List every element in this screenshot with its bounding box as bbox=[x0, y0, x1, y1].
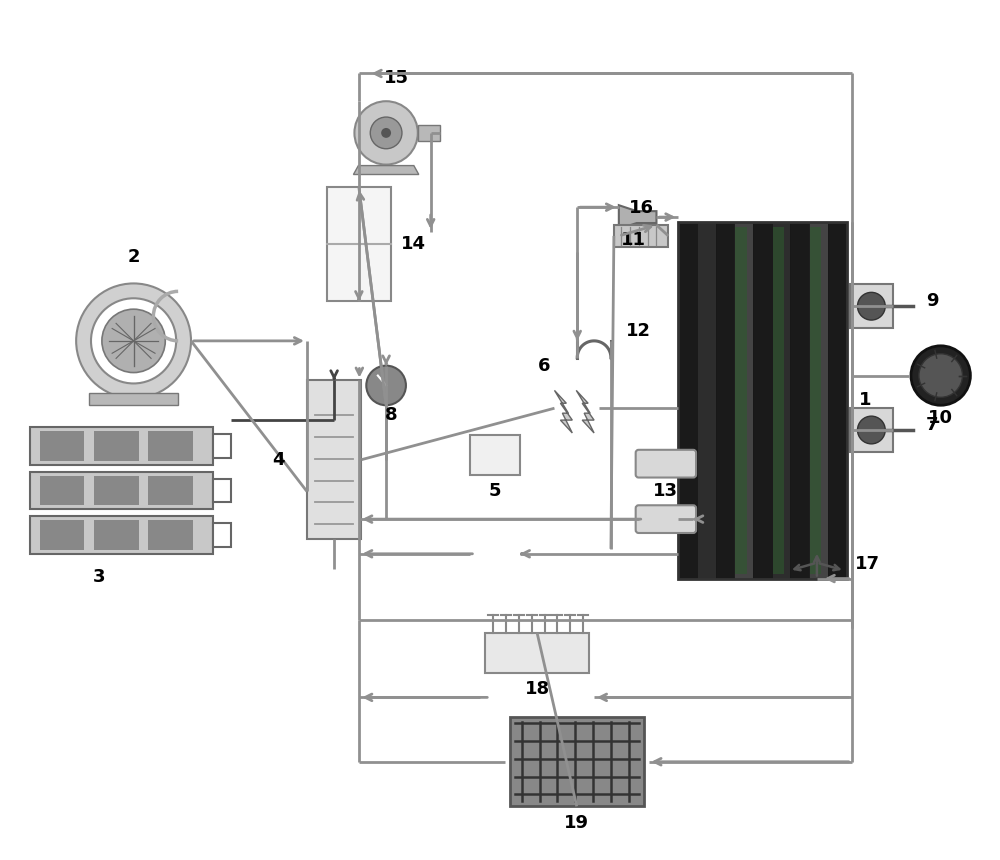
Bar bbox=[307, 380, 361, 539]
Text: 18: 18 bbox=[525, 680, 550, 698]
Text: 19: 19 bbox=[564, 814, 589, 832]
Circle shape bbox=[370, 117, 402, 149]
Text: 17: 17 bbox=[855, 555, 880, 573]
Circle shape bbox=[911, 346, 970, 405]
Bar bbox=[30, 471, 213, 509]
Bar bbox=[30, 427, 213, 464]
Circle shape bbox=[858, 416, 885, 444]
FancyBboxPatch shape bbox=[636, 450, 696, 477]
Text: 9: 9 bbox=[926, 292, 938, 310]
Bar bbox=[30, 516, 213, 554]
Bar bbox=[418, 125, 440, 141]
Text: 1: 1 bbox=[858, 391, 871, 409]
Polygon shape bbox=[353, 166, 419, 175]
Bar bbox=[327, 187, 391, 301]
Bar bbox=[213, 523, 231, 547]
Bar bbox=[734, 222, 753, 579]
Circle shape bbox=[354, 101, 418, 164]
Bar bbox=[148, 431, 193, 461]
Bar bbox=[470, 435, 520, 475]
Wedge shape bbox=[76, 284, 191, 398]
Bar bbox=[697, 222, 716, 579]
Polygon shape bbox=[619, 206, 656, 229]
Bar bbox=[148, 476, 193, 506]
Text: 4: 4 bbox=[272, 451, 285, 469]
Text: 8: 8 bbox=[385, 406, 397, 424]
Polygon shape bbox=[554, 390, 572, 433]
Bar bbox=[772, 222, 790, 579]
Text: 2: 2 bbox=[127, 248, 140, 266]
Bar bbox=[850, 285, 893, 328]
Text: 11: 11 bbox=[621, 230, 646, 249]
Text: 5: 5 bbox=[489, 482, 501, 501]
Bar bbox=[510, 717, 644, 807]
Bar bbox=[678, 222, 847, 579]
Bar bbox=[94, 520, 139, 550]
Polygon shape bbox=[576, 390, 594, 433]
Text: 13: 13 bbox=[653, 482, 678, 501]
Circle shape bbox=[102, 310, 165, 372]
Text: 10: 10 bbox=[928, 409, 953, 427]
Bar bbox=[735, 227, 747, 574]
Circle shape bbox=[919, 353, 962, 397]
Bar bbox=[213, 478, 231, 502]
Text: 15: 15 bbox=[384, 70, 409, 88]
Bar bbox=[828, 222, 847, 579]
Bar bbox=[790, 222, 809, 579]
Text: 3: 3 bbox=[93, 568, 105, 586]
Bar bbox=[40, 431, 84, 461]
FancyBboxPatch shape bbox=[636, 506, 696, 533]
Bar bbox=[213, 434, 231, 458]
Bar bbox=[89, 393, 178, 405]
Text: 12: 12 bbox=[626, 322, 651, 340]
Bar bbox=[753, 222, 772, 579]
Bar bbox=[773, 227, 784, 574]
Bar bbox=[94, 431, 139, 461]
Bar bbox=[485, 633, 589, 673]
Circle shape bbox=[366, 366, 406, 405]
Bar bbox=[148, 520, 193, 550]
Text: 6: 6 bbox=[538, 357, 551, 375]
Bar bbox=[40, 520, 84, 550]
Bar bbox=[678, 222, 697, 579]
Bar bbox=[614, 225, 668, 247]
Bar bbox=[810, 227, 821, 574]
Bar bbox=[40, 476, 84, 506]
Circle shape bbox=[381, 128, 391, 138]
Bar bbox=[716, 222, 734, 579]
Text: 7: 7 bbox=[926, 416, 938, 434]
Text: 14: 14 bbox=[401, 236, 426, 254]
Bar bbox=[809, 222, 828, 579]
Circle shape bbox=[858, 292, 885, 320]
Bar bbox=[94, 476, 139, 506]
Text: 16: 16 bbox=[629, 200, 654, 217]
Bar bbox=[850, 408, 893, 452]
